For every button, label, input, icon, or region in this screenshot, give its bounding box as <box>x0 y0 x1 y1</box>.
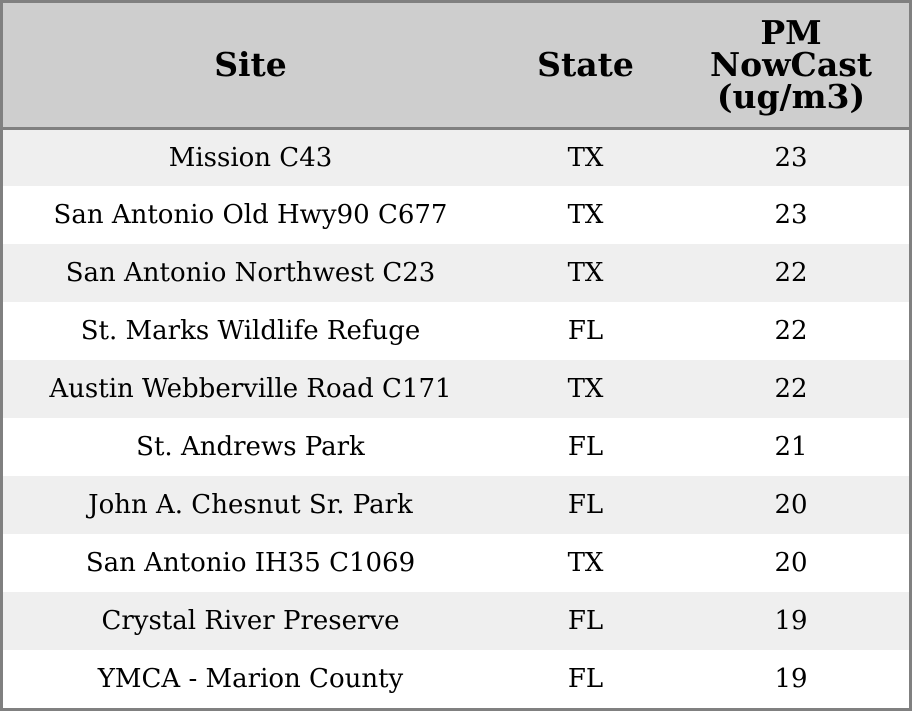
cell-state: FL <box>567 432 604 462</box>
cell-site: San Antonio Northwest C23 <box>65 258 436 288</box>
cell-state: TX <box>567 374 604 404</box>
cell-site: St. Andrews Park <box>136 432 365 462</box>
cell-state: FL <box>567 316 604 346</box>
table-row: John A. Chesnut Sr. Park FL 20 <box>3 476 909 534</box>
cell-pm: 20 <box>774 490 808 520</box>
cell-site: Crystal River Preserve <box>101 606 400 636</box>
cell-state: TX <box>567 548 604 578</box>
cell-pm: 21 <box>774 432 808 462</box>
table-row: Mission C43 TX 23 <box>3 128 909 186</box>
cell-state: FL <box>567 664 604 694</box>
cell-pm: 22 <box>774 374 808 404</box>
cell-site: YMCA - Marion County <box>97 664 404 694</box>
cell-pm: 19 <box>774 664 808 694</box>
cell-state: TX <box>567 258 604 288</box>
cell-state: TX <box>567 142 604 173</box>
header-pm-line-1: PM <box>760 12 822 52</box>
header-site: Site <box>3 3 498 130</box>
header-pm-nowcast: PM NowCast (ug/m3) <box>673 3 909 130</box>
table-row: St. Andrews Park FL 21 <box>3 418 909 476</box>
header-state: State <box>498 3 673 130</box>
cell-state: TX <box>567 200 604 230</box>
table-header-row: Site State PM NowCast (ug/m3) <box>3 3 909 130</box>
cell-site: Mission C43 <box>168 142 333 173</box>
table-row: Austin Webberville Road C171 TX 22 <box>3 360 909 418</box>
cell-pm: 23 <box>774 142 808 173</box>
cell-pm: 22 <box>774 316 808 346</box>
table-row: St. Marks Wildlife Refuge FL 22 <box>3 302 909 360</box>
table-row: San Antonio Old Hwy90 C677 TX 23 <box>3 186 909 244</box>
header-pm-line-3: (ug/m3) <box>716 76 866 116</box>
cell-state: FL <box>567 606 604 636</box>
table-row: San Antonio IH35 C1069 TX 20 <box>3 534 909 592</box>
cell-site: Austin Webberville Road C171 <box>49 374 452 404</box>
cell-site: John A. Chesnut Sr. Park <box>88 490 413 520</box>
cell-site: San Antonio Old Hwy90 C677 <box>53 200 448 230</box>
table-row: YMCA - Marion County FL 19 <box>3 650 909 708</box>
table-row: Crystal River Preserve FL 19 <box>3 592 909 650</box>
cell-pm: 23 <box>774 200 808 230</box>
cell-site: St. Marks Wildlife Refuge <box>80 316 421 346</box>
cell-site: San Antonio IH35 C1069 <box>85 548 416 578</box>
pm-nowcast-table: Site State PM NowCast (ug/m3) Mission C4… <box>3 3 909 708</box>
cell-pm: 19 <box>774 606 808 636</box>
header-pm-line-2: NowCast <box>709 44 873 84</box>
cell-pm: 22 <box>774 258 808 288</box>
cell-state: FL <box>567 490 604 520</box>
table-row: San Antonio Northwest C23 TX 22 <box>3 244 909 302</box>
cell-pm: 20 <box>774 548 808 578</box>
